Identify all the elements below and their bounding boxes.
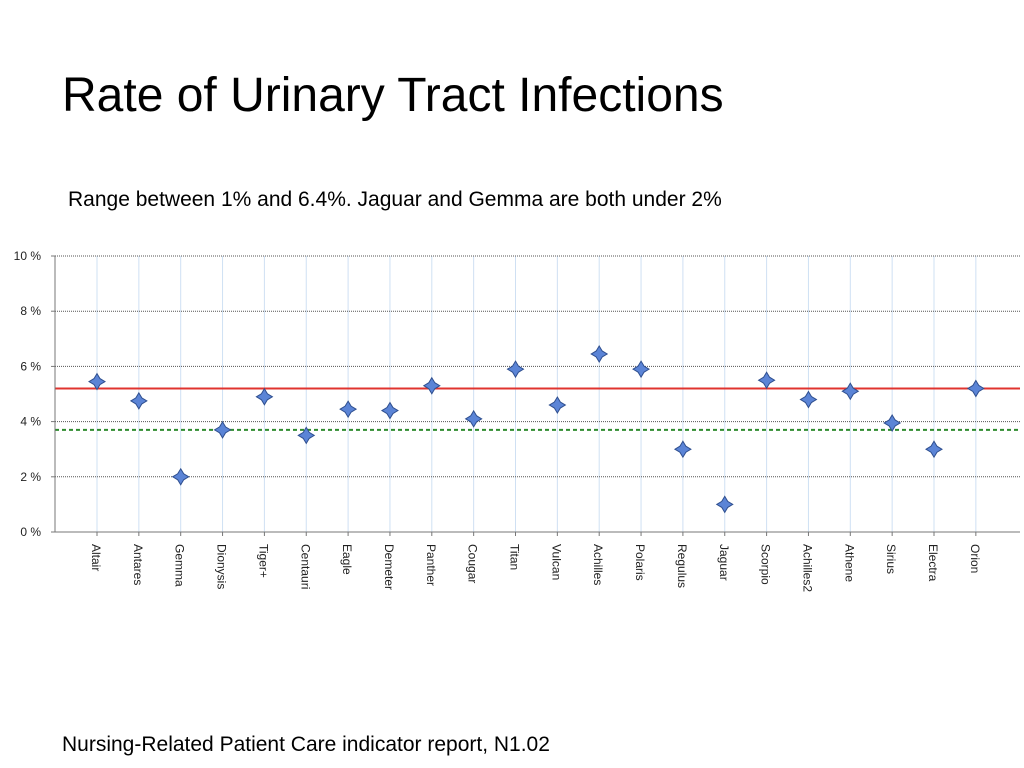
data-point xyxy=(339,400,358,419)
x-tick-label: Dionysis xyxy=(215,544,229,589)
x-tick-label: Athene xyxy=(842,544,856,582)
x-tick-label: Titan xyxy=(508,544,522,570)
uti-rate-chart: 0 % 2 % 4 % 6 % 8 % 10 % Altair Antares Gemma Dio… xyxy=(14,249,1020,592)
x-tick-label: Altair xyxy=(89,544,103,571)
data-point xyxy=(632,360,651,379)
x-tick-label: Cougar xyxy=(466,544,480,583)
data-point xyxy=(925,440,943,459)
x-tick-label: Gemma xyxy=(173,544,187,587)
axes: 0 % 2 % 4 % 6 % 8 % 10 % Altair Antares Gemma Dio… xyxy=(14,249,1020,592)
x-tick-label: Polaris xyxy=(633,544,647,581)
x-tick-label: Panther xyxy=(424,544,438,586)
x-tick-label: Regulus xyxy=(675,544,689,588)
x-tick-label: Vulcan xyxy=(549,544,563,580)
slide-title: Rate of Urinary Tract Infections xyxy=(62,69,724,122)
y-tick-label: 10 % xyxy=(14,249,42,263)
footer-source: Nursing-Related Patient Care indicator r… xyxy=(62,733,550,756)
x-tick-label: Orion xyxy=(968,544,982,573)
x-tick-label: Electra xyxy=(926,544,940,582)
data-point xyxy=(297,426,316,445)
data-point xyxy=(88,372,106,391)
data-point xyxy=(422,376,441,395)
y-tick-label: 6 % xyxy=(20,359,41,373)
data-point xyxy=(883,414,902,432)
x-tick-label: Centauri xyxy=(298,544,312,589)
data-point xyxy=(255,387,274,406)
y-tick-label: 0 % xyxy=(20,525,41,539)
data-point xyxy=(799,390,818,409)
data-point xyxy=(380,401,399,420)
data-point xyxy=(715,495,734,514)
y-tick-label: 8 % xyxy=(20,304,41,318)
data-point xyxy=(129,391,148,410)
data-point xyxy=(966,379,985,398)
grid xyxy=(55,255,1020,532)
y-tick-label: 4 % xyxy=(20,415,41,429)
data-point xyxy=(590,345,609,363)
data-point xyxy=(757,371,776,390)
y-tick-label: 2 % xyxy=(20,470,41,484)
data-point xyxy=(464,409,483,428)
data-points xyxy=(88,345,985,514)
x-tick-label: Sirius xyxy=(884,544,898,574)
x-tick-label: Eagle xyxy=(340,544,354,575)
reference-lines xyxy=(55,387,1020,431)
data-point xyxy=(673,440,692,459)
x-tick-label: Antares xyxy=(131,544,145,585)
x-tick-label: Tiger+ xyxy=(256,544,270,578)
chart-subtitle: Range between 1% and 6.4%. Jaguar and Ge… xyxy=(68,188,722,211)
x-tick-label: Scorpio xyxy=(759,544,773,585)
data-point xyxy=(506,360,525,379)
x-tick-label: Jaguar xyxy=(717,544,731,581)
x-tick-label: Demeter xyxy=(382,544,396,590)
data-point xyxy=(841,382,860,401)
data-point xyxy=(171,467,190,486)
data-point xyxy=(213,420,232,439)
x-tick-label: Achilles2 xyxy=(800,544,814,592)
x-tick-label: Achilles xyxy=(591,544,605,585)
data-point xyxy=(548,396,567,415)
